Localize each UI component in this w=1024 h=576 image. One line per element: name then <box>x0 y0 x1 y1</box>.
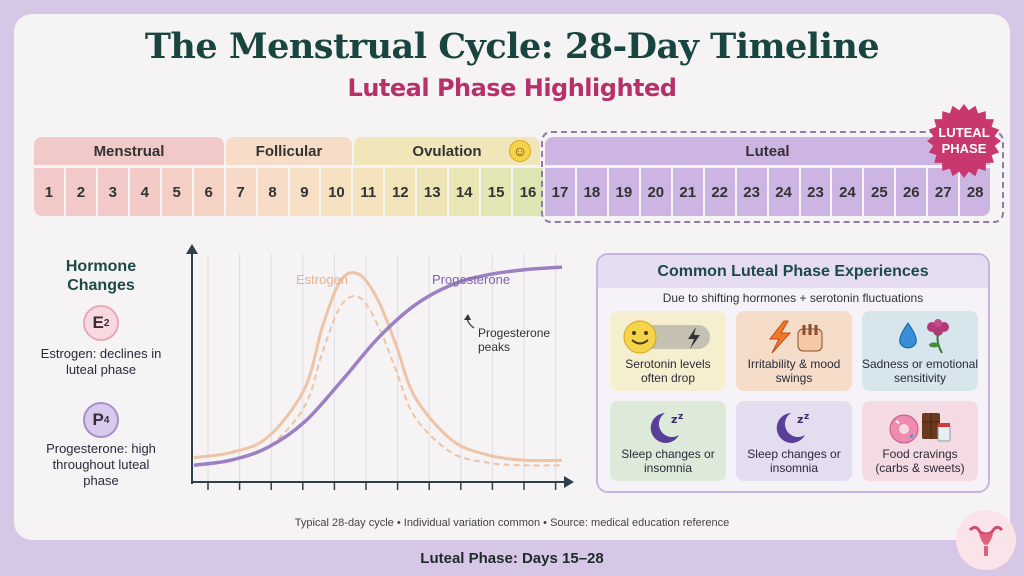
smiley-lightning-icon <box>622 317 714 357</box>
tile-label: Food cravings (carbs & sweets) <box>875 447 965 475</box>
svg-text:z: z <box>678 412 683 422</box>
day-cell: 27 <box>928 168 959 216</box>
x-axis-arrow <box>564 476 574 488</box>
badge-line1: LUTEAL <box>938 125 990 140</box>
teardrop-flower-icon <box>880 317 960 357</box>
phase-label: Menstrual <box>93 142 165 160</box>
day-cell: 8 <box>257 168 288 216</box>
day-cell: 17 <box>545 168 575 216</box>
luteal-phase-badge: LUTEAL PHASE <box>926 103 1002 179</box>
experience-tile: Serotonin levels often drop <box>610 311 726 391</box>
bottom-caption: Luteal Phase: Days 15–28 <box>420 550 604 567</box>
lightning-fist-icon <box>754 317 834 357</box>
experience-tile: z z Sleep changes or insomnia <box>610 401 726 481</box>
day-cell: 11 <box>353 168 384 216</box>
phase-menstrual: Menstrual <box>34 137 224 165</box>
phase-label: Ovulation <box>412 142 482 160</box>
uterus-icon <box>956 510 1016 570</box>
day-cell: 22 <box>704 168 735 216</box>
experiences-title: Common Luteal Phase Experiences <box>598 255 988 288</box>
day-cell: 26 <box>896 168 927 216</box>
estrogen-line <box>193 271 563 463</box>
day-cell: 13 <box>417 168 448 216</box>
day-cell: 2 <box>65 168 96 216</box>
hormone-changes-title: Hormone Changes <box>65 258 137 294</box>
day-cell: 1 <box>34 168 64 216</box>
day-cell: 24 <box>832 168 863 216</box>
progesterone-description: Progesterone: high throughout luteal pha… <box>46 441 156 488</box>
luteal-highlight-box <box>541 131 1004 223</box>
experiences-subtitle: Due to shifting hormones + serotonin flu… <box>662 291 924 305</box>
day-cell: 23 <box>736 168 767 216</box>
tile-label: Serotonin levels often drop <box>625 357 711 385</box>
day-cell: 18 <box>576 168 607 216</box>
experiences-panel: Common Luteal Phase Experiences Due to s… <box>596 253 990 493</box>
estrogen-dashed-line <box>193 295 563 467</box>
y-axis-arrow <box>186 244 198 254</box>
starburst-icon <box>927 104 1001 178</box>
experience-tile: Sadness or emotional sensitivity <box>862 311 978 391</box>
day-cell: 23 <box>800 168 831 216</box>
page-subtitle: Luteal Phase Highlighted <box>347 74 677 102</box>
svg-text:z: z <box>804 412 809 422</box>
day-cell: 16 <box>513 168 543 216</box>
experience-tile: z z Sleep changes or insomnia <box>736 401 852 481</box>
progesterone-series-label: Progesterone <box>432 272 510 287</box>
phase-follicular: Follicular <box>226 137 352 165</box>
tile-label: Irritability & mood swings <box>747 357 841 385</box>
day-cell: 12 <box>385 168 416 216</box>
phase-label: Luteal <box>745 142 790 160</box>
moon-sleep-icon: z z <box>769 407 819 447</box>
smiley-icon: ☺ <box>509 140 531 162</box>
day-cell: 5 <box>161 168 192 216</box>
svg-text:z: z <box>671 413 677 426</box>
day-cell: 24 <box>768 168 799 216</box>
day-cell: 15 <box>481 168 512 216</box>
day-cell: 20 <box>640 168 671 216</box>
experience-tile: Irritability & mood swings <box>736 311 852 391</box>
day-cell: 19 <box>608 168 639 216</box>
page-title: The Menstrual Cycle: 28-Day Timeline <box>144 26 880 67</box>
day-cell: 3 <box>97 168 128 216</box>
source-footnote: Typical 28-day cycle • Individual variat… <box>294 517 730 529</box>
day-cell: 7 <box>225 168 256 216</box>
phase-luteal: Luteal <box>545 137 990 165</box>
day-cell: 9 <box>289 168 320 216</box>
estrogen-series-label: Estrogen <box>296 272 348 287</box>
day-cell: 14 <box>449 168 480 216</box>
day-cell: 6 <box>193 168 224 216</box>
tile-label: Sleep changes or insomnia <box>747 447 841 475</box>
estrogen-description: Estrogen: declines in luteal phase <box>40 346 162 377</box>
experience-tile: Food cravings (carbs & sweets) <box>862 401 978 481</box>
badge-line2: PHASE <box>941 141 987 156</box>
svg-text:z: z <box>797 413 803 426</box>
phase-label: Follicular <box>255 142 323 160</box>
day-cell: 25 <box>864 168 895 216</box>
progesterone-annotation: Progesterone peaks <box>478 326 550 354</box>
progesterone-line <box>193 265 563 468</box>
donut-chocolate-icon <box>880 407 960 447</box>
day-cell: 4 <box>129 168 160 216</box>
annotation-arrowhead <box>464 314 471 320</box>
tile-label: Sadness or emotional sensitivity <box>861 357 979 385</box>
day-row: 1 2 3 4 5 6 7 8 9 10 11 12 13 14 15 16 17 18 19 20 21 22 23 24 2… <box>34 168 991 216</box>
tile-label: Sleep changes or insomnia <box>621 447 715 475</box>
moon-sleep-icon: z z <box>643 407 693 447</box>
day-cell: 21 <box>672 168 703 216</box>
day-cell: 10 <box>321 168 352 216</box>
